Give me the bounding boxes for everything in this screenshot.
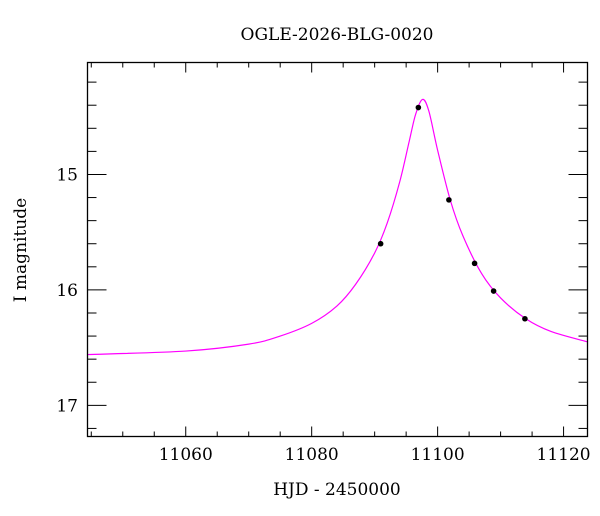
y-tick-label: 16 — [56, 281, 78, 301]
data-point — [471, 260, 478, 267]
plot-frame — [86, 61, 589, 438]
axis-ticks — [87, 62, 588, 437]
data-point — [522, 315, 528, 322]
data-point — [446, 197, 452, 203]
y-tick-label: 17 — [56, 396, 78, 416]
data-point — [415, 104, 422, 111]
y-axis-label: I magnitude — [11, 198, 31, 302]
chart-title: OGLE-2026-BLG-0020 — [241, 25, 434, 45]
model-curve — [87, 98, 588, 356]
x-tick-label: 11080 — [285, 445, 339, 465]
plot-marks — [87, 98, 588, 356]
data-point — [490, 288, 497, 294]
data-point — [377, 240, 384, 247]
x-tick-label: 11060 — [159, 445, 213, 465]
x-tick-label: 11120 — [537, 445, 591, 465]
y-tick-label: 15 — [56, 165, 78, 185]
x-tick-label: 11100 — [411, 445, 465, 465]
tick-labels: 11060 11080 11100 11120 15 16 17 — [56, 165, 590, 465]
x-axis-label: HJD - 2450000 — [273, 480, 401, 500]
